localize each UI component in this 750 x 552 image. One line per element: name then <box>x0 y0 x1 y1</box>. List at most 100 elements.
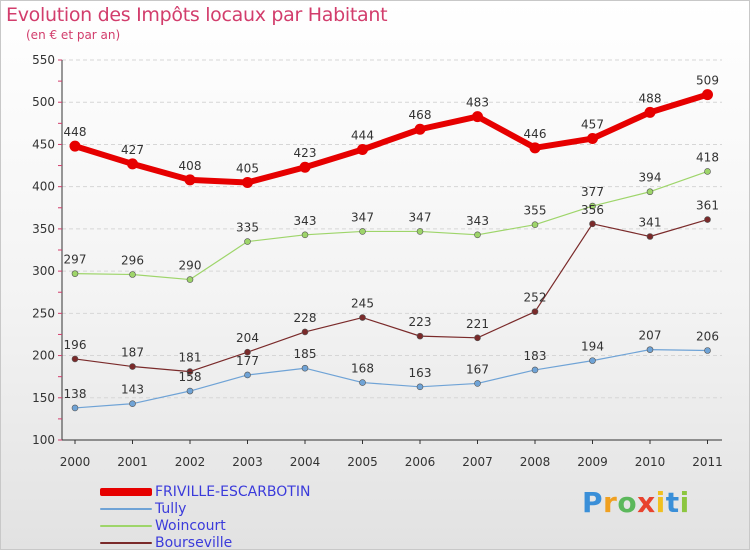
y-tick-label: 300 <box>32 264 55 278</box>
x-tick-label: 2007 <box>462 455 493 469</box>
data-label: 377 <box>581 185 604 199</box>
legend-swatch <box>100 508 152 510</box>
data-point <box>71 404 79 412</box>
data-label: 483 <box>466 96 489 110</box>
series-tully-line <box>74 349 708 409</box>
data-point <box>589 220 596 228</box>
data-point <box>589 202 596 210</box>
data-label: 187 <box>121 346 144 360</box>
proxiti-logo: Proxiti <box>582 486 690 519</box>
data-label: 252 <box>524 291 547 305</box>
logo-letter: t <box>665 486 680 519</box>
y-tick-label: 150 <box>32 391 55 405</box>
data-point <box>359 379 366 386</box>
data-label: 223 <box>409 315 432 329</box>
y-tick-label: 450 <box>32 137 55 151</box>
data-label: 361 <box>696 199 719 213</box>
data-label: 446 <box>524 127 547 141</box>
series-woincourt-line <box>74 170 708 281</box>
data-label: 347 <box>409 210 432 224</box>
data-label: 196 <box>64 338 87 352</box>
data-label: 296 <box>121 253 144 267</box>
data-label: 343 <box>466 214 489 228</box>
data-point <box>301 231 309 239</box>
x-tick-label: 2008 <box>520 455 551 469</box>
data-label: 394 <box>639 171 662 185</box>
data-point <box>127 158 138 170</box>
data-point <box>587 133 598 145</box>
data-label: 138 <box>64 387 87 401</box>
data-label: 448 <box>64 125 87 139</box>
data-label: 221 <box>466 317 489 331</box>
data-label: 343 <box>294 214 317 228</box>
data-label: 355 <box>524 204 547 218</box>
data-point <box>359 314 366 321</box>
data-point <box>186 368 194 375</box>
data-point <box>186 276 194 283</box>
legend-swatch <box>100 542 152 544</box>
data-label: 204 <box>236 331 259 345</box>
data-label: 207 <box>639 329 662 343</box>
data-point <box>186 387 194 395</box>
logo-letter: x <box>637 486 656 519</box>
data-point <box>474 231 481 239</box>
series-bourseville-line <box>74 219 708 373</box>
x-tick-label: 2002 <box>175 455 206 469</box>
data-label: 194 <box>581 340 604 354</box>
data-label: 297 <box>64 253 87 267</box>
logo-letter: r <box>603 486 618 519</box>
data-point <box>472 111 483 123</box>
x-tick-label: 2009 <box>577 455 608 469</box>
data-label: 245 <box>351 297 374 311</box>
logo-letter: i <box>679 486 690 519</box>
legend-label: Bourseville <box>155 535 233 551</box>
data-point <box>646 233 654 240</box>
data-label: 341 <box>639 215 662 229</box>
logo-letter: i <box>655 486 666 519</box>
y-tick-label: 100 <box>32 433 55 447</box>
data-point <box>704 216 711 223</box>
data-label: 290 <box>179 259 202 273</box>
data-label: 444 <box>351 129 374 143</box>
data-label: 143 <box>121 383 144 397</box>
data-label: 405 <box>236 161 259 175</box>
data-label: 427 <box>121 143 144 157</box>
data-label: 168 <box>351 362 374 376</box>
x-tick-label: 2001 <box>117 455 148 469</box>
data-point <box>644 106 656 118</box>
data-point <box>359 228 366 235</box>
data-point <box>646 346 654 353</box>
data-label: 167 <box>466 362 489 376</box>
logo-letter: P <box>582 486 604 519</box>
x-tick-label: 2006 <box>405 455 436 469</box>
data-point <box>529 142 541 154</box>
data-point <box>301 328 309 336</box>
chart-title: Evolution des Impôts locaux par Habitant <box>6 4 388 26</box>
data-point <box>474 380 481 387</box>
x-tick-label: 2000 <box>60 455 91 469</box>
data-point <box>416 383 424 391</box>
data-point <box>299 161 311 173</box>
data-label: 468 <box>409 108 432 122</box>
data-label: 418 <box>696 150 719 164</box>
data-label: 158 <box>179 370 202 384</box>
data-label: 181 <box>179 351 202 365</box>
y-tick-label: 400 <box>32 180 55 194</box>
data-label: 423 <box>294 146 317 160</box>
data-label: 457 <box>581 118 604 132</box>
data-point <box>184 174 196 186</box>
data-point <box>129 271 136 278</box>
data-label: 408 <box>179 159 202 173</box>
y-tick-label: 550 <box>32 53 55 67</box>
data-point <box>474 334 481 342</box>
series-friville-line <box>74 91 709 186</box>
legend-label: Tully <box>155 501 187 517</box>
data-point <box>589 357 596 364</box>
legend-swatch <box>100 488 152 496</box>
x-tick-label: 2003 <box>232 455 263 469</box>
legend-label: Woincourt <box>155 518 226 534</box>
data-label: 163 <box>409 366 432 380</box>
data-point <box>242 176 253 188</box>
